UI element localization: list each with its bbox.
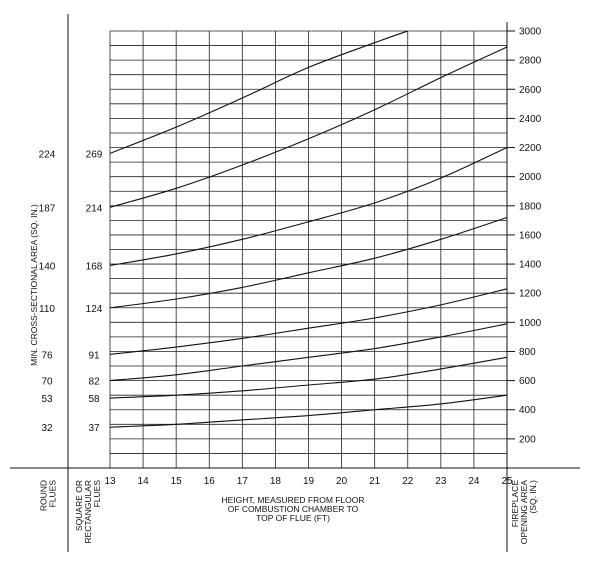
chart-labels: 200 400 600 800 1000 1200 1400 1600 1800 2000 2200… [29,27,542,545]
square-flue-size: 269 [86,149,103,160]
right-axis-tick-label: 2000 [519,172,542,183]
x-tick-label: 13 [104,476,116,487]
right-axis-tick-label: 2600 [519,85,542,96]
x-tick-label: 18 [270,476,282,487]
x-tick-label: 25 [501,476,513,487]
square-flues-label: SQUARE OR [74,480,84,531]
square-flue-size: 124 [86,304,103,315]
x-tick-label: 23 [435,476,447,487]
x-tick-label: 22 [402,476,414,487]
x-tick-label: 16 [204,476,216,487]
round-flues-label: ROUND [39,480,49,511]
right-axis-tick-label: 800 [519,347,536,358]
flue-curve-6 [109,147,508,267]
flue-curve-4 [109,288,508,355]
square-flue-size: 82 [88,377,100,388]
right-axis-tick-label: 2800 [519,56,542,67]
x-axis-label-line: HEIGHT, MEASURED FROM FLOOR [221,495,364,505]
square-flues-label: RECTANGULAR [83,480,93,544]
x-tick-label: 19 [303,476,315,487]
right-axis-tick-label: 1600 [519,230,542,241]
x-axis-label-line: OF COMBUSTION CHAMBER TO [228,504,359,514]
flue-curve-7 [109,46,508,208]
y-axis-label: MIN. CROSS-SECTIONAL AREA (SQ. IN.) [29,204,39,366]
round-flue-size: 70 [41,377,53,388]
fireplace-opening-label: (SQ. IN.) [528,480,538,514]
square-flue-size: 37 [88,423,100,434]
flue-curves [109,30,508,428]
chart-grid [109,30,508,468]
right-axis-tick-label: 1800 [519,201,542,212]
right-axis-tick-label: 200 [519,434,536,445]
round-flue-size: 76 [41,350,53,361]
square-flue-size: 168 [86,262,103,273]
square-flue-size: 91 [88,350,100,361]
round-flue-size: 32 [41,423,53,434]
round-flue-size: 224 [39,149,56,160]
right-axis-tick-label: 2200 [519,143,542,154]
right-axis-tick-label: 3000 [519,27,542,38]
round-flue-size: 53 [41,394,53,405]
flue-curve-8 [109,30,408,154]
round-flues-label: FLUES [48,480,58,508]
flue-curve-5 [109,216,508,309]
chart-frame [10,14,580,552]
x-tick-label: 14 [138,476,150,487]
x-tick-label: 21 [369,476,381,487]
right-axis-tick-label: 1400 [519,260,542,271]
x-axis-label-line: TOP OF FLUE (FT) [256,513,330,523]
right-axis-tick-label: 2400 [519,114,542,125]
right-axis-tick-label: 400 [519,405,536,416]
right-axis-tick-label: 1000 [519,318,542,329]
x-tick-label: 24 [468,476,480,487]
square-flues-label: FLUES [92,480,102,508]
fireplace-opening-label: FIREPLACE [510,480,520,528]
square-flue-size: 214 [86,203,103,214]
round-flue-size: 187 [39,203,56,214]
x-tick-label: 17 [237,476,249,487]
x-tick-label: 15 [171,476,183,487]
right-axis-tick-label: 600 [519,376,536,387]
round-flue-size: 110 [39,304,55,315]
fireplace-opening-label: OPENING AREA [519,480,529,545]
square-flue-size: 58 [88,394,100,405]
flue-curve-3 [109,323,508,382]
flue-curve-1 [109,394,508,428]
round-flue-size: 140 [39,262,56,273]
flue-curve-2 [109,356,508,399]
right-axis-tick-label: 1200 [519,289,542,300]
x-tick-label: 20 [336,476,348,487]
